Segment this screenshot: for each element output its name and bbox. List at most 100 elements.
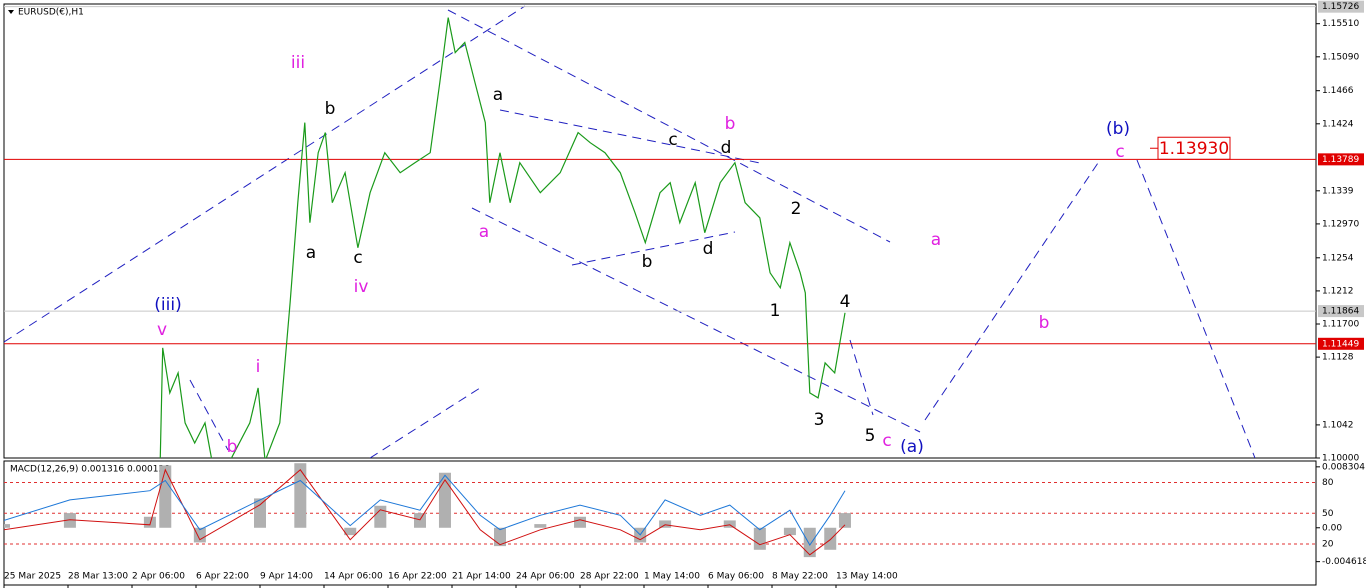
- main-panel: [3, 3, 1317, 459]
- y-tick-label: 1.1339: [1322, 186, 1354, 196]
- histogram-bar: [193, 527, 206, 543]
- x-tick-label: 9 Apr 14:00: [260, 572, 313, 582]
- y-tick-label: 1.1212: [1322, 286, 1354, 296]
- wave-label: 4: [840, 292, 851, 312]
- target-label: 1.13930: [1159, 139, 1229, 159]
- y-tick-label: 1.1042: [1322, 420, 1354, 430]
- histogram-bar: [534, 524, 547, 528]
- price-line: [159, 17, 846, 458]
- y-tick-label: 1.12970: [1322, 219, 1359, 229]
- histogram-bar: [374, 505, 387, 528]
- x-tick-label: 6 Apr 22:00: [196, 572, 249, 582]
- wave-label: (iii): [154, 295, 181, 315]
- wave-label: c: [1115, 142, 1124, 162]
- wave-label: a: [479, 222, 489, 242]
- level-label: 1.11864: [1322, 307, 1359, 317]
- wave-label: 5: [865, 426, 876, 446]
- x-tick-label: 24 Apr 06:00: [516, 572, 575, 582]
- histogram-bar: [783, 527, 796, 536]
- x-tick-label: 8 May 22:00: [772, 572, 828, 582]
- wave-label: c: [668, 130, 677, 150]
- indicator-tick-label: -0.004618: [1322, 557, 1366, 567]
- histogram-bar: [494, 527, 506, 547]
- indicator-group: [4, 463, 851, 558]
- y-tick-label: 1.1466: [1322, 86, 1354, 96]
- indicator-panel: [3, 460, 1317, 586]
- histogram-bar: [4, 524, 10, 528]
- x-tick-label: 13 May 14:00: [836, 572, 898, 582]
- indicator-line: [4, 474, 846, 546]
- wave-label: 3: [814, 410, 825, 430]
- indicator-title: MACD(12,26,9) 0.001316 0.000128: [10, 465, 170, 475]
- y-tick-label: 1.15510: [1322, 19, 1359, 29]
- wave-lines: [4, 5, 1256, 458]
- wave-label: 2: [791, 199, 802, 219]
- wave-label: i: [256, 357, 261, 377]
- wave-label: (b): [1106, 119, 1130, 139]
- wave-label: c: [882, 431, 891, 451]
- y-tick-label: 1.11700: [1322, 320, 1359, 330]
- histogram-bar: [344, 527, 357, 536]
- indicator-tick-label: 80: [1322, 478, 1334, 488]
- wave-label: d: [721, 138, 732, 158]
- x-tick-label: 6 May 06:00: [708, 572, 764, 582]
- x-tick-label: 28 Apr 22:00: [580, 572, 639, 582]
- histogram-bar: [159, 465, 172, 528]
- wave-label: a: [306, 243, 316, 263]
- level-label: 1.11449: [1322, 339, 1359, 349]
- histogram-bar: [438, 472, 451, 528]
- y-tick-label: 1.15090: [1322, 52, 1359, 62]
- chart-title: EURUSD(€),H1: [18, 8, 84, 18]
- wave-label: b: [1039, 313, 1050, 333]
- histogram-bar: [143, 516, 156, 528]
- histogram-bar: [824, 527, 837, 550]
- histogram-bar: [574, 516, 586, 528]
- indicator-tick-label: 0.008304: [1322, 462, 1365, 472]
- x-tick-label: 16 Apr 22:00: [388, 572, 447, 582]
- y-tick-label: 1.1128: [1322, 353, 1354, 363]
- histogram-bar: [659, 520, 672, 528]
- x-tick-label: 2 Apr 06:00: [132, 572, 185, 582]
- histogram-bar: [753, 527, 766, 550]
- wave-label: iv: [354, 277, 369, 297]
- level-box: [1318, 337, 1364, 350]
- x-tick-label: 25 Mar 2025: [4, 572, 61, 582]
- wave-label: d: [703, 239, 714, 259]
- y-tick-label: 1.1254: [1322, 253, 1354, 263]
- x-tick-label: 1 May 14:00: [644, 572, 700, 582]
- x-tick-label: 21 Apr 14:00: [452, 572, 511, 582]
- histogram-bar: [803, 527, 816, 558]
- x-tick-label: 14 Apr 06:00: [324, 572, 383, 582]
- histogram-bar: [63, 513, 76, 528]
- wave-label: a: [931, 230, 941, 250]
- histogram-bar: [294, 463, 307, 528]
- wave-label: b: [227, 437, 238, 457]
- wave-label: 1: [770, 301, 781, 321]
- indicator-tick-label: 0.00: [1322, 523, 1342, 533]
- wave-label: a: [493, 85, 503, 105]
- wave-label: b: [642, 252, 653, 272]
- histogram-bar: [254, 498, 266, 528]
- histogram-bar: [723, 520, 736, 528]
- level-label: 1.15726: [1322, 2, 1359, 12]
- indicator-tick-label: 20: [1322, 540, 1334, 550]
- level-box: [1318, 0, 1364, 13]
- histogram-bar: [414, 513, 426, 528]
- x-tick-label: 28 Mar 13:00: [68, 572, 128, 582]
- wave-label: c: [353, 248, 362, 268]
- menu-arrow: [8, 10, 14, 14]
- wave-label: (a): [900, 437, 924, 457]
- price-group: [159, 17, 846, 458]
- histogram-bar: [838, 513, 851, 528]
- wave-label: b: [725, 114, 736, 134]
- level-box: [1318, 153, 1364, 166]
- level-box: [1318, 305, 1364, 318]
- wave-label: v: [157, 320, 167, 340]
- wave-label: iii: [291, 53, 305, 73]
- indicator-tick-label: 50: [1322, 509, 1334, 519]
- y-tick-label: 1.1424: [1322, 119, 1354, 129]
- y-tick-label: 1.10000: [1322, 454, 1359, 464]
- level-label: 1.13789: [1322, 155, 1359, 165]
- wave-label: b: [325, 99, 336, 119]
